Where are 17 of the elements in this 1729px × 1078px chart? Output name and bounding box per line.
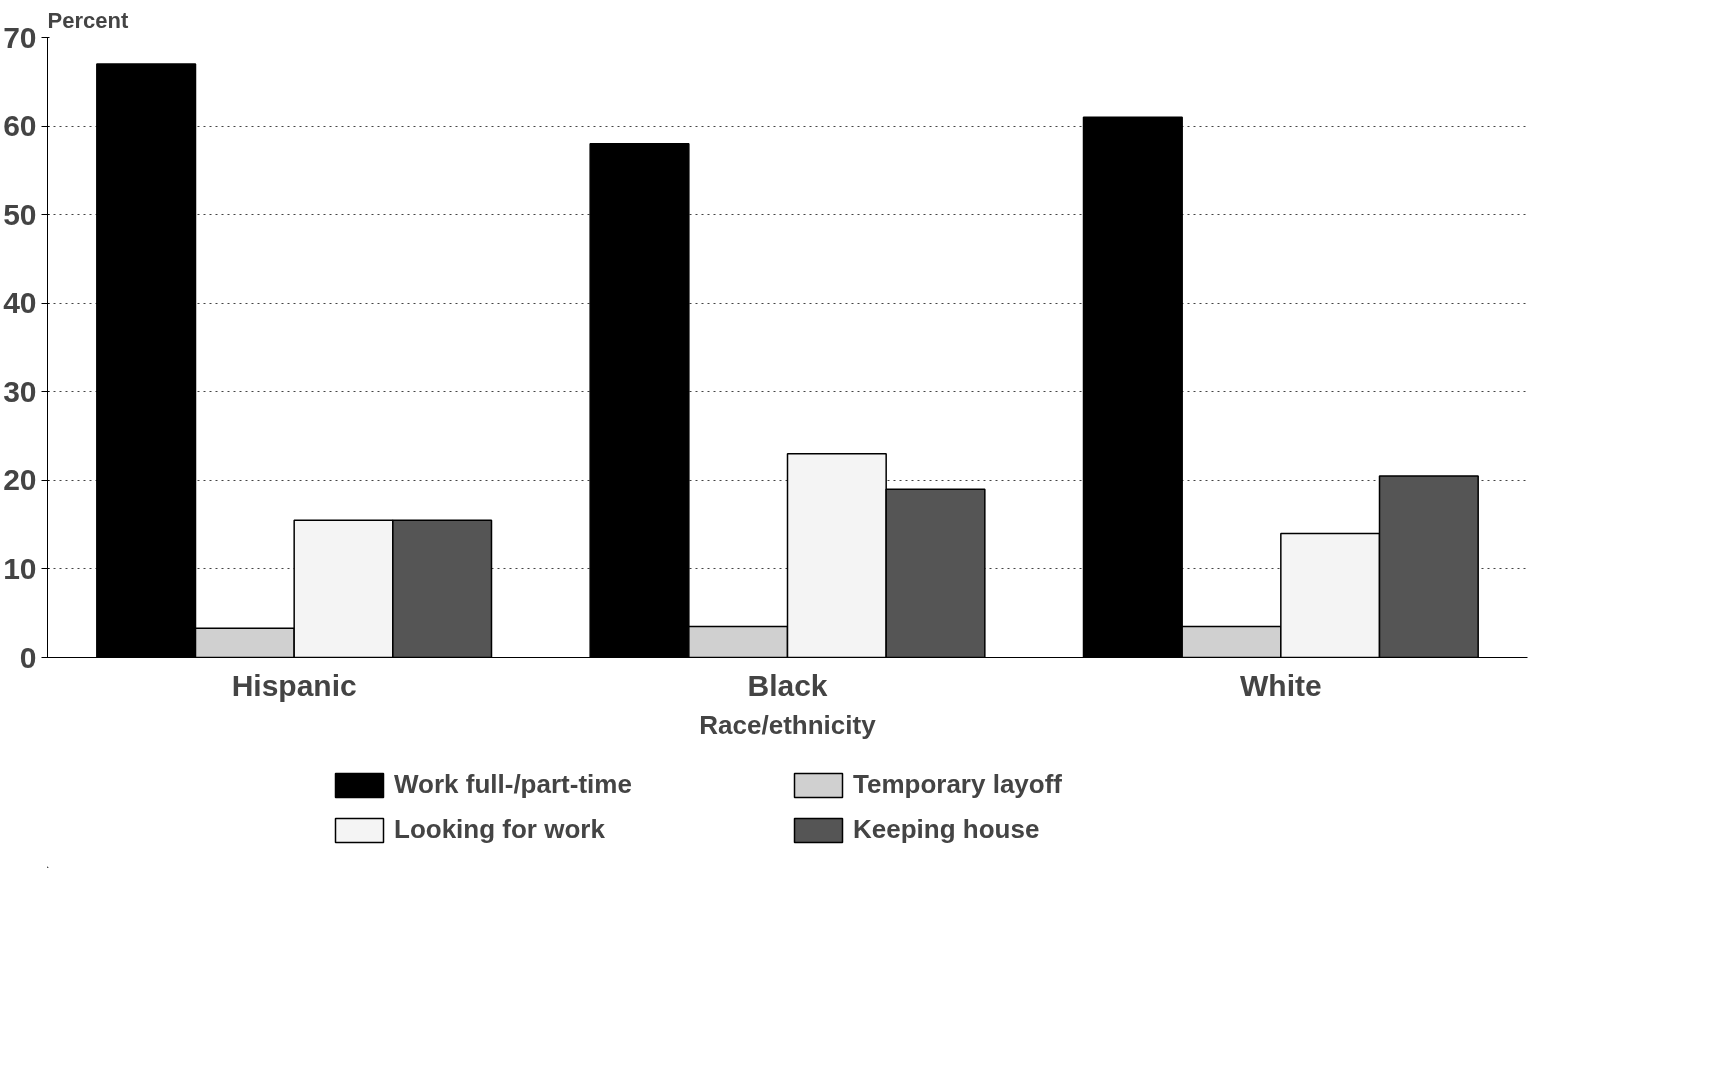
x-axis-title: Race/ethnicity	[699, 709, 877, 740]
y-tick-label: 70	[3, 20, 37, 54]
x-tick-label: White	[1240, 668, 1322, 702]
y-tick-label: 20	[3, 463, 37, 497]
x-tick-label: Hispanic	[231, 668, 357, 702]
x-tick-label: Black	[747, 668, 828, 702]
y-tick-label: 0	[19, 640, 37, 674]
legend-label: Work full-/part-time	[394, 769, 633, 800]
y-tick-label: 40	[3, 286, 37, 320]
y-tick-label: 50	[3, 197, 37, 231]
y-axis-title: Percent	[47, 7, 129, 33]
legend-label: Keeping house	[853, 814, 1041, 845]
legend-label: Temporary layoff	[853, 769, 1063, 800]
legend-label: Looking for work	[394, 814, 606, 845]
y-tick-label: 10	[3, 551, 37, 585]
y-tick-label: 60	[3, 109, 37, 143]
y-tick-label: 30	[3, 374, 37, 408]
